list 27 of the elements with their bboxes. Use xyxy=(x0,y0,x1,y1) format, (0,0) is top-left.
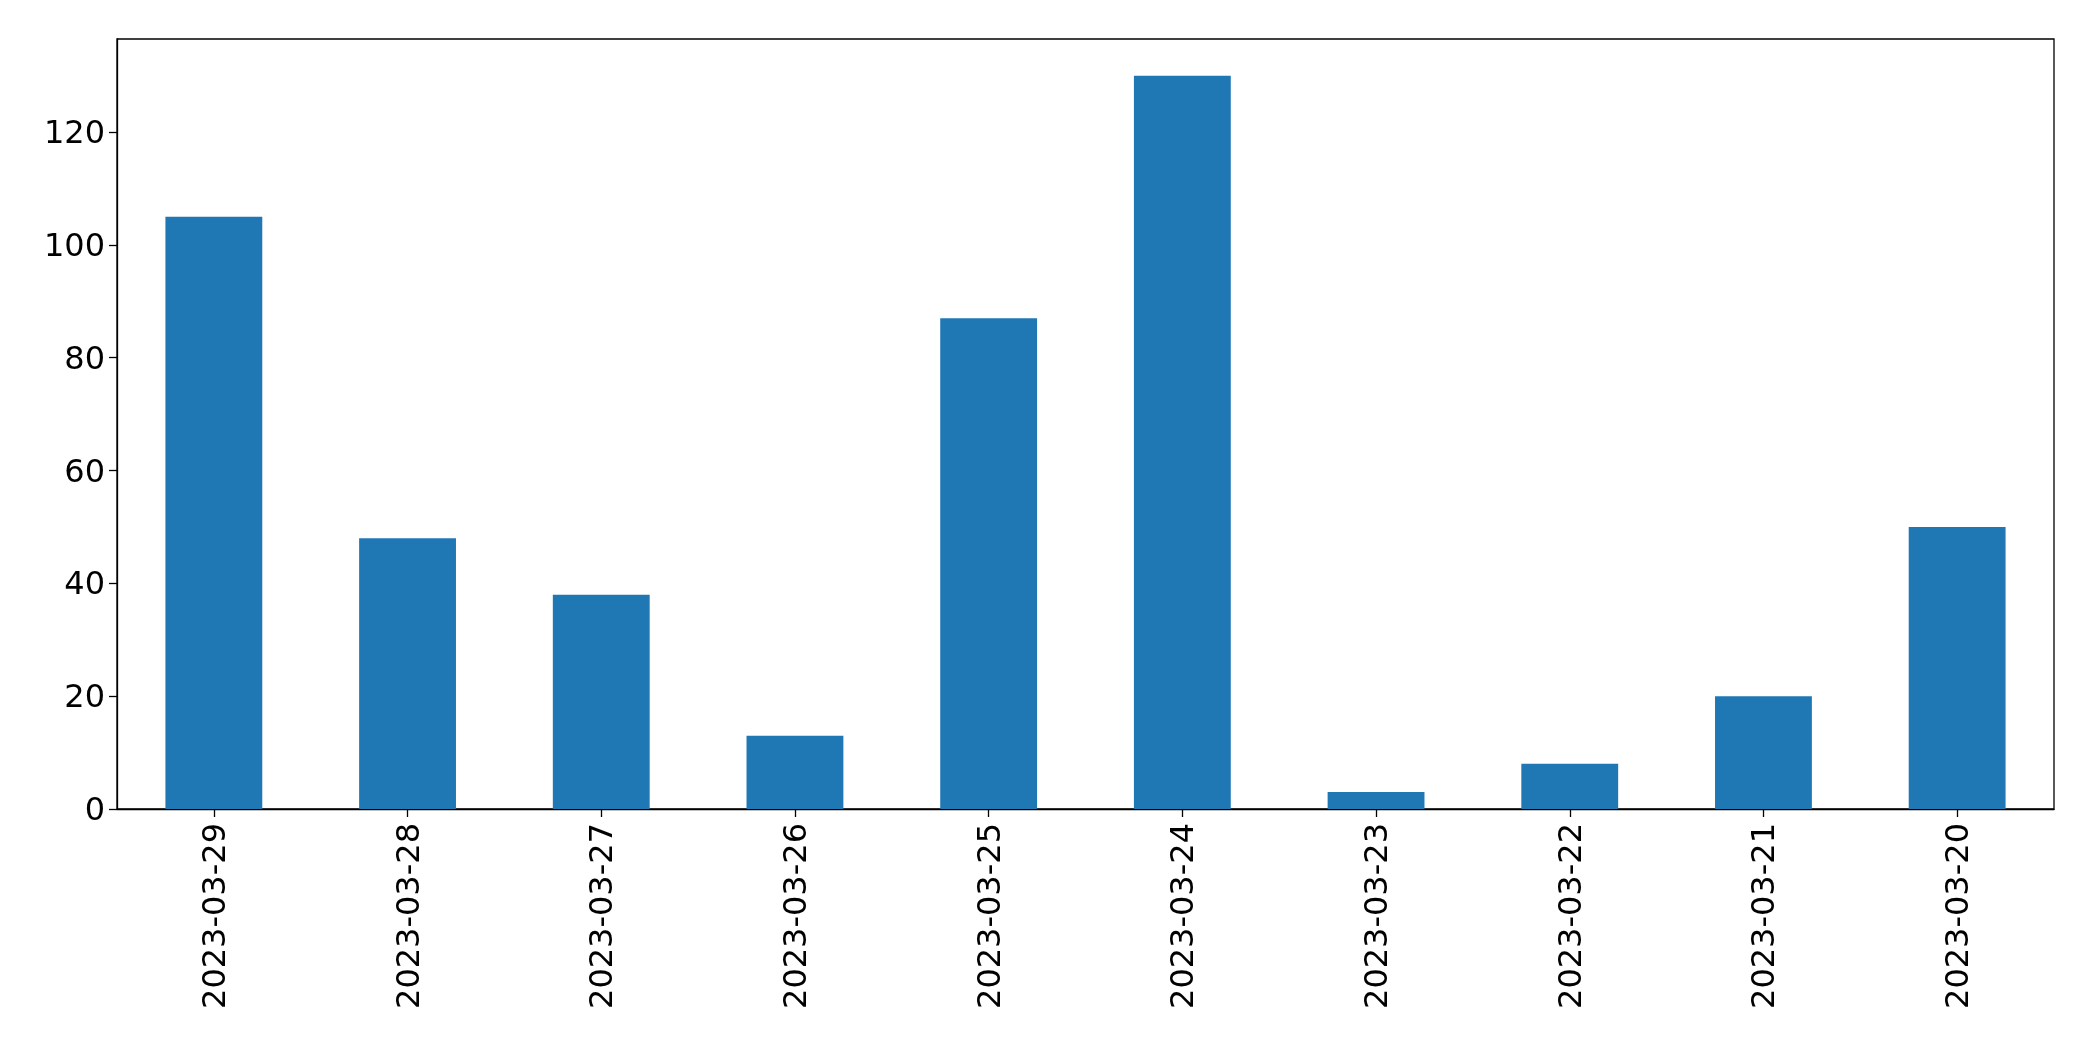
bar xyxy=(552,594,650,809)
x-tick-label: 2023-03-27 xyxy=(582,823,621,1009)
y-tick-label: 40 xyxy=(64,564,105,603)
bar xyxy=(1715,696,1812,809)
x-tick-label: 2023-03-26 xyxy=(775,823,814,1009)
x-tick-label: 2023-03-23 xyxy=(1357,823,1396,1009)
y-tick-label: 60 xyxy=(64,451,105,490)
y-tick-label: 0 xyxy=(84,790,105,828)
bar xyxy=(746,735,844,809)
y-tick-label: 20 xyxy=(64,677,105,716)
x-tick-label: 2023-03-29 xyxy=(194,823,233,1009)
bar xyxy=(1327,792,1425,809)
x-tick-label: 2023-03-25 xyxy=(969,823,1008,1009)
bar xyxy=(940,318,1038,809)
bar xyxy=(359,538,456,809)
y-tick-label: 120 xyxy=(43,113,105,152)
x-tick-label: 2023-03-20 xyxy=(1938,823,1977,1009)
y-tick-label: 100 xyxy=(43,225,105,264)
bar xyxy=(1908,526,2006,809)
bar xyxy=(165,216,263,809)
x-tick-label: 2023-03-28 xyxy=(388,823,427,1009)
x-tick-label: 2023-03-21 xyxy=(1744,823,1783,1009)
x-tick-label: 2023-03-24 xyxy=(1163,823,1202,1009)
x-tick-label: 2023-03-22 xyxy=(1550,823,1589,1009)
y-tick-label: 80 xyxy=(64,338,105,377)
bar xyxy=(1521,763,1619,809)
bar xyxy=(1133,75,1231,809)
